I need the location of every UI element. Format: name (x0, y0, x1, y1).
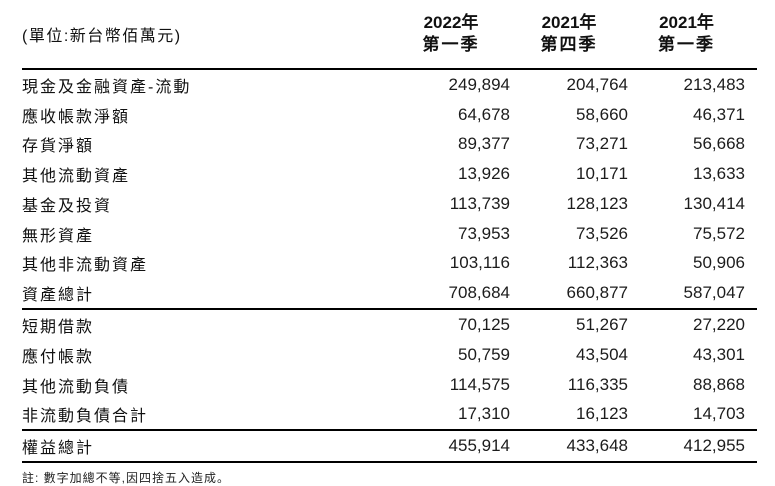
financial-table: (單位:新台幣佰萬元) 2022年 第一季 2021年 第四季 2021年 第一… (22, 0, 757, 486)
table-row-total-noncurrent-liabilities: 非流動負債合計 17,310 16,123 14,703 (22, 399, 757, 432)
row-label: 存貨淨額 (22, 138, 95, 156)
table-row-other-current-assets: 其他流動資產 13,926 10,171 13,633 (22, 159, 757, 189)
row-label: 其他非流動資產 (22, 257, 149, 275)
value-cell: 27,220 (693, 315, 745, 334)
table-row-intangible-assets: 無形資產 73,953 73,526 75,572 (22, 219, 757, 249)
table-row-funds-and-investments: 基金及投資 113,739 128,123 130,414 (22, 189, 757, 219)
row-label: 非流動負債合計 (22, 408, 149, 426)
value-cell: 88,868 (693, 374, 745, 394)
row-label: 應收帳款淨額 (22, 108, 131, 126)
value-cell: 412,955 (683, 436, 745, 456)
value-cell: 75,572 (693, 223, 745, 243)
table-row-other-current-liabilities: 其他流動負債 114,575 116,335 88,868 (22, 370, 757, 400)
value-cell: 51,267 (576, 315, 628, 334)
col-header-2021-q1: 2021年 第一季 (628, 12, 757, 57)
row-label: 無形資產 (22, 227, 95, 245)
table-row-short-term-borrowings: 短期借款 70,125 51,267 27,220 (22, 310, 757, 340)
col-header-year: 2021年 (659, 12, 714, 32)
value-cell: 587,047 (683, 283, 745, 303)
value-cell: 13,633 (693, 164, 745, 184)
table-header-row: (單位:新台幣佰萬元) 2022年 第一季 2021年 第四季 2021年 第一… (22, 0, 757, 70)
value-cell: 56,668 (693, 134, 745, 154)
col-header-2022-q1: 2022年 第一季 (392, 12, 510, 57)
table-row-other-noncurrent-assets: 其他非流動資產 103,116 112,363 50,906 (22, 249, 757, 279)
value-cell: 128,123 (566, 193, 628, 213)
table-row-total-assets: 資產總計 708,684 660,877 587,047 (22, 278, 757, 311)
value-cell: 58,660 (576, 104, 628, 124)
value-cell: 46,371 (693, 104, 745, 124)
row-label: 現金及金融資產-流動 (22, 78, 192, 96)
value-cell: 43,301 (693, 344, 745, 364)
col-header-quarter: 第一季 (658, 35, 715, 54)
row-label: 其他流動負債 (22, 378, 131, 396)
value-cell: 16,123 (576, 404, 628, 424)
value-cell: 433,648 (566, 436, 628, 456)
value-cell: 89,377 (458, 134, 510, 154)
value-cell: 660,877 (566, 283, 628, 303)
value-cell: 14,703 (693, 404, 745, 424)
value-cell: 64,678 (458, 104, 510, 124)
table-row-inventories: 存貨淨額 89,377 73,271 56,668 (22, 130, 757, 160)
col-header-year: 2021年 (541, 12, 597, 32)
value-cell: 73,271 (576, 134, 628, 154)
table-row-cash-and-financial-assets: 現金及金融資產-流動 249,894 204,764 213,483 (22, 70, 757, 100)
col-header-year: 2022年 (423, 12, 479, 32)
table-row-total-equity: 權益總計 455,914 433,648 412,955 (22, 431, 757, 463)
value-cell: 73,953 (458, 223, 510, 243)
row-label: 短期借款 (22, 319, 95, 336)
row-label: 基金及投資 (22, 197, 113, 215)
value-cell: 130,414 (683, 193, 745, 213)
value-cell: 116,335 (567, 374, 628, 394)
unit-label: (單位:新台幣佰萬元) (22, 28, 182, 45)
col-header-2021-q4: 2021年 第四季 (510, 12, 628, 57)
value-cell: 17,310 (458, 404, 510, 424)
row-label: 應付帳款 (22, 348, 95, 366)
value-cell: 70,125 (458, 315, 510, 334)
row-label: 權益總計 (22, 440, 95, 458)
value-cell: 112,363 (567, 253, 628, 273)
value-cell: 50,759 (458, 344, 510, 364)
value-cell: 249,894 (448, 74, 510, 94)
row-label: 資產總計 (22, 287, 95, 305)
col-header-quarter: 第一季 (422, 35, 480, 54)
value-cell: 43,504 (576, 344, 628, 364)
table-row-accounts-receivable: 應收帳款淨額 64,678 58,660 46,371 (22, 100, 757, 130)
value-cell: 73,526 (576, 223, 628, 243)
value-cell: 213,483 (683, 74, 745, 94)
col-header-quarter: 第四季 (540, 35, 598, 54)
row-label: 其他流動資產 (22, 168, 131, 186)
value-cell: 13,926 (458, 164, 510, 184)
value-cell: 204,764 (566, 74, 628, 94)
value-cell: 50,906 (693, 253, 745, 273)
table-row-accounts-payable: 應付帳款 50,759 43,504 43,301 (22, 340, 757, 370)
value-cell: 103,116 (449, 253, 510, 273)
value-cell: 113,739 (449, 193, 510, 213)
value-cell: 708,684 (448, 283, 510, 303)
value-cell: 455,914 (448, 436, 510, 456)
value-cell: 114,575 (449, 374, 510, 394)
value-cell: 10,171 (576, 164, 628, 184)
rounding-footnote: 註: 數字加總不等,因四捨五入造成。 (22, 470, 231, 485)
